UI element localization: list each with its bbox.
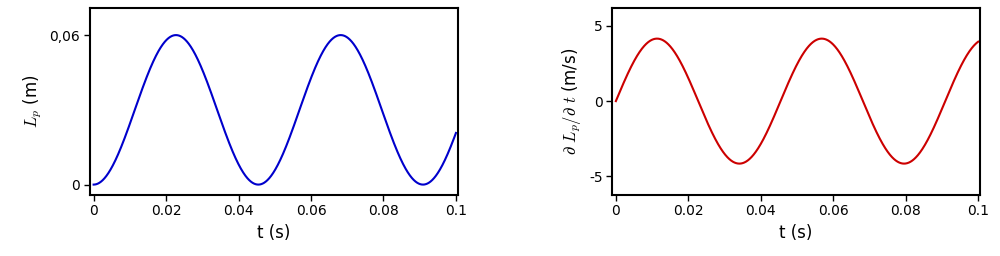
X-axis label: t (s): t (s) bbox=[779, 224, 813, 242]
X-axis label: t (s): t (s) bbox=[257, 224, 291, 242]
Y-axis label: $L_p$ (m): $L_p$ (m) bbox=[21, 74, 44, 128]
Y-axis label: $\partial\ L_p/\partial\ t$ (m/s): $\partial\ L_p/\partial\ t$ (m/s) bbox=[560, 47, 583, 155]
